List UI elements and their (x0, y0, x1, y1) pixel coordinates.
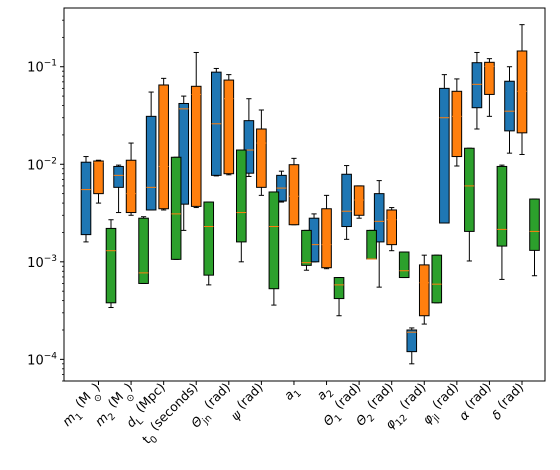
box-iqr (439, 87, 450, 224)
box-iqr (418, 264, 430, 317)
plot-area (80, 24, 540, 365)
box-group (125, 142, 137, 216)
y-tick-label: 10−1 (27, 59, 57, 76)
box-group (471, 51, 483, 130)
box-iqr (464, 147, 475, 232)
box-group (333, 277, 345, 317)
box-group (504, 66, 515, 154)
box-iqr (105, 227, 117, 304)
box-group (418, 254, 430, 325)
box-group (516, 24, 528, 155)
box-group (80, 156, 92, 243)
box-group (366, 229, 377, 260)
box-iqr (203, 201, 215, 276)
box-group (288, 157, 300, 226)
box-group (373, 180, 385, 288)
box-iqr (178, 102, 190, 205)
y-tick-label: 10−4 (27, 351, 57, 368)
box-group (190, 51, 202, 209)
box-iqr (398, 251, 410, 279)
box-iqr (301, 229, 312, 266)
box-iqr (243, 120, 255, 174)
box-iqr (366, 229, 377, 260)
box-iqr (516, 50, 528, 134)
y-tick-base: 10 (27, 256, 44, 271)
box-group (406, 327, 418, 365)
box-group (301, 229, 312, 271)
y-tick-exponent: −3 (44, 254, 57, 264)
box-group (178, 95, 190, 231)
box-iqr (451, 90, 463, 158)
y-tick-exponent: −4 (44, 351, 58, 361)
box-group (431, 254, 443, 304)
box-iqr (158, 84, 169, 210)
box-iqr (256, 128, 267, 188)
box-iqr (321, 208, 332, 269)
box-group (398, 251, 410, 279)
box-group (236, 149, 247, 263)
box-iqr (236, 149, 247, 243)
y-tick-exponent: −1 (44, 59, 57, 69)
box-iqr (125, 159, 137, 214)
box-group (464, 147, 475, 262)
box-iqr (333, 277, 345, 300)
box-iqr (113, 165, 124, 188)
box-group (268, 191, 280, 306)
box-group (170, 156, 182, 260)
box-group (105, 219, 117, 309)
box-iqr (138, 217, 149, 284)
box-group (484, 58, 495, 117)
box-iqr (288, 164, 300, 226)
box-group (276, 170, 287, 203)
box-group (113, 164, 124, 214)
box-group (353, 185, 365, 219)
box-group (386, 207, 397, 252)
axes-frame (63, 7, 546, 382)
y-tick-base: 10 (27, 61, 44, 76)
box-group (223, 74, 235, 176)
box-iqr (268, 191, 280, 290)
box-iqr (496, 165, 508, 247)
box-iqr (341, 173, 352, 228)
box-iqr (373, 193, 385, 243)
box-iqr (386, 209, 397, 246)
y-tick-base: 10 (27, 353, 44, 368)
box-iqr (190, 85, 202, 207)
box-iqr (145, 115, 157, 211)
box-iqr (484, 61, 495, 95)
y-tick-base: 10 (27, 158, 44, 173)
box-iqr (471, 62, 483, 109)
box-iqr (223, 79, 235, 175)
box-iqr (529, 198, 540, 251)
box-group (256, 109, 267, 196)
box-iqr (353, 185, 365, 216)
y-tick-label: 10−2 (27, 156, 57, 173)
box-iqr (406, 329, 418, 353)
box-group (321, 194, 332, 270)
box-iqr (504, 80, 515, 132)
box-group (451, 78, 463, 167)
box-group (496, 164, 508, 280)
box-iqr (80, 161, 92, 236)
box-iqr (170, 156, 182, 260)
box-group (341, 165, 352, 240)
box-group (529, 198, 540, 277)
box-group (138, 216, 149, 284)
y-tick-exponent: −2 (44, 156, 57, 166)
y-tick-label: 10−3 (27, 254, 57, 271)
box-group (211, 67, 222, 177)
box-group (439, 74, 450, 224)
box-iqr (93, 160, 104, 195)
box-iqr (431, 254, 443, 304)
box-group (158, 77, 169, 211)
box-group (203, 201, 215, 286)
box-group (93, 159, 104, 204)
box-group (145, 91, 157, 211)
